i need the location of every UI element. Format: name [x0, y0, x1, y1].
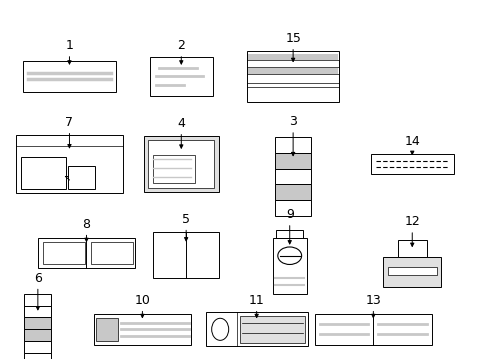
- Text: 15: 15: [285, 32, 301, 45]
- Text: 3: 3: [288, 115, 296, 128]
- Bar: [149, 57, 212, 96]
- Text: 8: 8: [82, 218, 90, 231]
- Text: 13: 13: [365, 294, 381, 307]
- Bar: [24, 353, 51, 360]
- Text: 1: 1: [65, 39, 73, 52]
- Bar: [387, 267, 436, 275]
- Bar: [91, 242, 133, 264]
- Bar: [38, 238, 135, 269]
- Bar: [382, 257, 441, 287]
- Bar: [274, 153, 311, 168]
- Bar: [94, 314, 191, 345]
- Text: 4: 4: [177, 117, 185, 130]
- Bar: [247, 60, 338, 67]
- Bar: [205, 312, 307, 346]
- Bar: [274, 184, 311, 200]
- Bar: [247, 54, 338, 60]
- Text: 6: 6: [34, 272, 41, 285]
- Bar: [24, 341, 51, 353]
- Text: 9: 9: [285, 208, 293, 221]
- Bar: [24, 318, 51, 329]
- Bar: [21, 157, 65, 189]
- Text: 11: 11: [248, 294, 264, 307]
- Bar: [274, 200, 311, 216]
- Bar: [247, 68, 338, 74]
- Bar: [68, 166, 95, 189]
- Text: 14: 14: [404, 135, 419, 148]
- Bar: [276, 230, 303, 238]
- Bar: [153, 155, 194, 183]
- Bar: [96, 318, 117, 341]
- Text: 7: 7: [65, 116, 73, 129]
- Bar: [24, 306, 51, 318]
- Bar: [239, 316, 305, 343]
- Bar: [148, 140, 214, 188]
- Bar: [247, 87, 338, 96]
- Bar: [24, 329, 51, 341]
- Bar: [153, 232, 219, 278]
- Text: 2: 2: [177, 39, 185, 52]
- Bar: [143, 136, 219, 192]
- Bar: [370, 154, 453, 174]
- Text: 12: 12: [404, 215, 419, 228]
- Bar: [274, 137, 311, 153]
- Bar: [16, 135, 122, 193]
- Bar: [23, 61, 116, 91]
- Bar: [247, 76, 338, 82]
- Bar: [274, 168, 311, 184]
- Bar: [246, 50, 339, 102]
- Bar: [272, 238, 306, 294]
- Bar: [397, 240, 426, 257]
- Text: 5: 5: [182, 213, 190, 226]
- Bar: [42, 242, 84, 264]
- Text: 10: 10: [134, 294, 150, 307]
- Bar: [24, 294, 51, 306]
- Bar: [314, 314, 431, 345]
- Ellipse shape: [211, 318, 228, 340]
